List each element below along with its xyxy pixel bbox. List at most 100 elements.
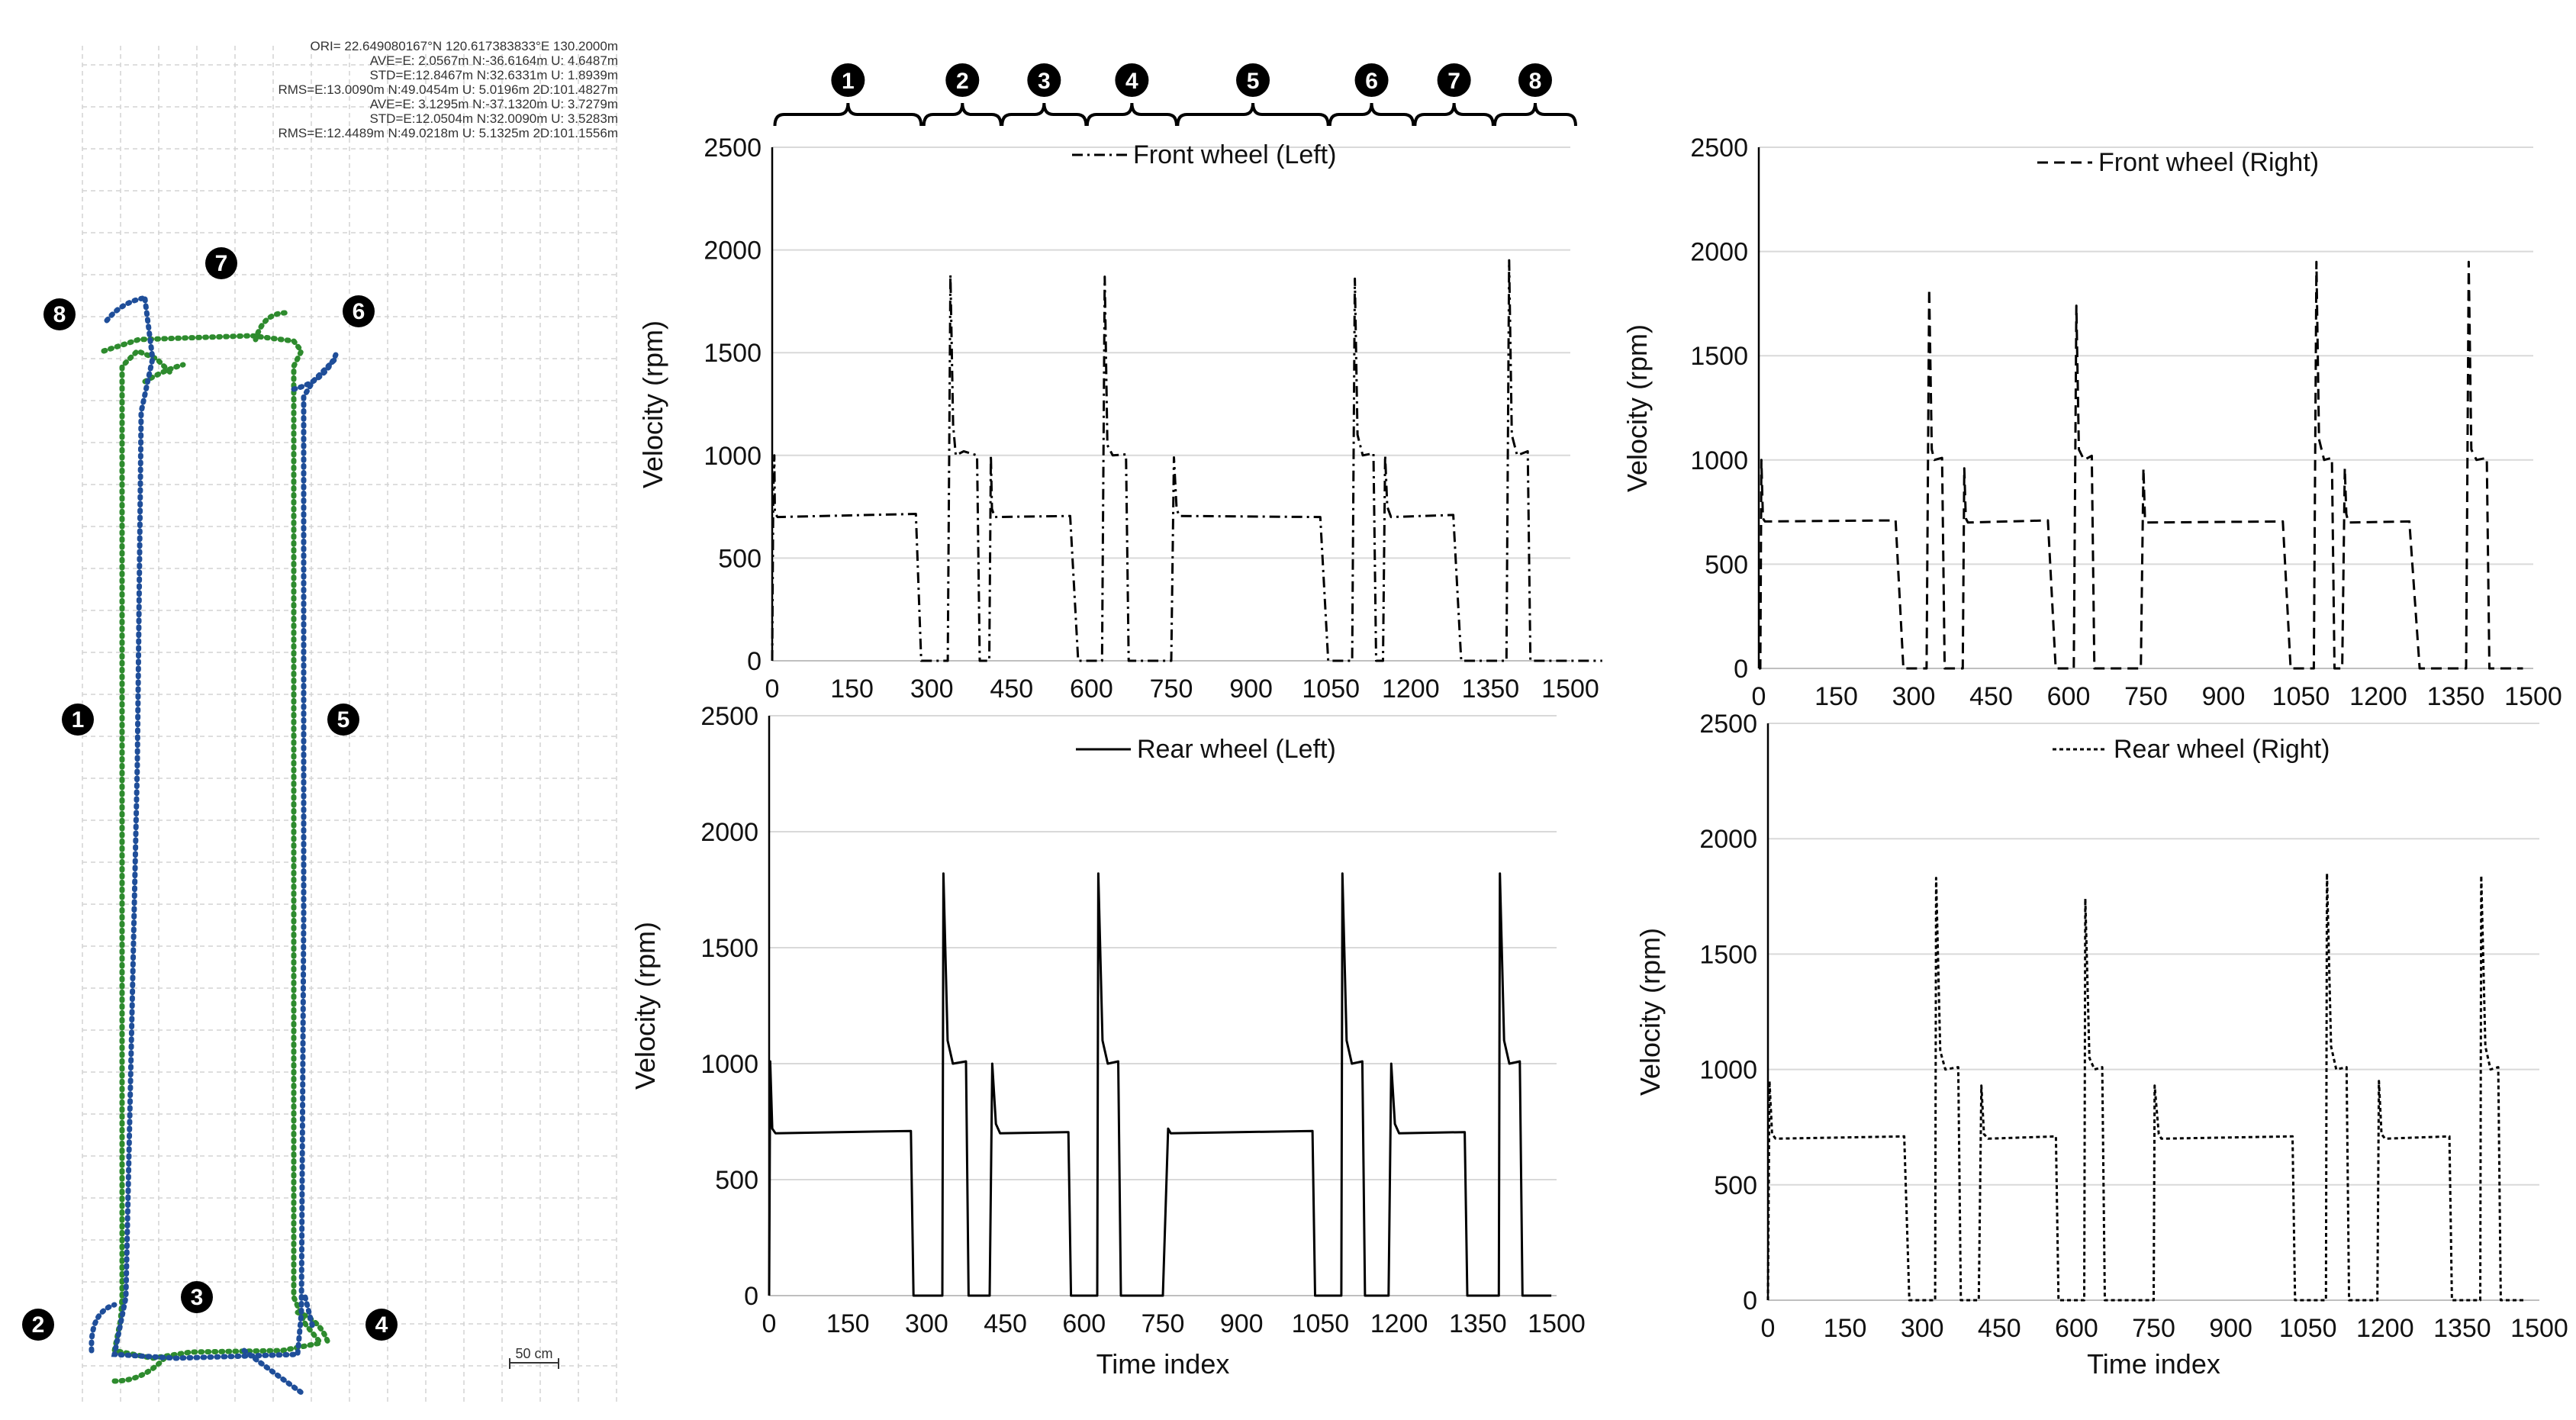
map-marker-7: 7 [205,247,237,279]
y-tick-label: 2000 [704,237,762,266]
y-axis-label: Velocity (rpm) [1621,324,1653,492]
x-tick-label: 750 [2132,1314,2175,1343]
segment-marker-label: 1 [842,69,855,94]
x-tick-label: 1200 [2356,1314,2414,1343]
x-tick-label: 750 [1150,675,1193,704]
legend: Front wheel (Left) [1072,140,1336,169]
map-marker-1: 1 [62,704,94,736]
x-tick-label: 600 [1070,675,1113,704]
segment-marker-label: 6 [1365,69,1378,94]
x-tick-label: 300 [1901,1314,1944,1343]
segment-marker-label: 3 [1038,69,1051,94]
y-tick-label: 500 [1705,550,1748,579]
y-tick-label: 2500 [704,134,762,163]
svg-text:7: 7 [215,251,228,276]
y-tick-label: 1500 [1690,342,1748,371]
track-blue-arc [89,295,339,1396]
stat-line: STD=E:12.0504m N:32.0090m U: 3.5283m [369,111,618,126]
x-tick-label: 1500 [1528,1309,1586,1338]
chart-front-left: 0 500 1000 1500 2000 2500 0 150 300 450 600 750 900 1… [637,134,1602,704]
y-tick-label: 1500 [1699,940,1757,969]
svg-text:2: 2 [32,1312,45,1338]
y-tick-label: 1500 [704,339,762,368]
map-stats: ORI= 22.649080167°N 120.617383833°E 130.… [278,39,618,140]
map-marker-8: 8 [43,298,76,330]
y-tick-label: 2500 [1690,134,1748,163]
map-marker-3: 3 [181,1281,213,1313]
segment-marker-circle [831,63,865,97]
x-tick-label: 900 [2202,682,2246,711]
x-tick-label: 1350 [2433,1314,2491,1343]
chart-front-right: 0 500 1000 1500 2000 2500 0 150 300 450 600 750 900 1… [1621,134,2562,711]
x-tick-label: 1350 [1462,675,1520,704]
track-green [101,333,326,1361]
x-tick-label: 150 [1814,682,1858,711]
x-tick-label: 0 [1761,1314,1776,1343]
series-line [771,259,1602,662]
y-tick-label: 1500 [700,934,758,963]
x-tick-label: 1500 [1541,675,1599,704]
track-green-arc [111,310,331,1384]
segment-marker-circle [1027,63,1061,97]
chart-rear-right: 0 500 1000 1500 2000 2500 0 150 300 450 600 750 900 1… [1634,710,2568,1380]
x-tick-label: 600 [1062,1309,1106,1338]
x-tick-label: 1050 [2272,682,2330,711]
y-tick-label: 1000 [704,442,762,471]
y-axis-label: Velocity (rpm) [1634,928,1666,1096]
x-tick-label: 300 [905,1309,948,1338]
x-tick-label: 750 [1141,1309,1185,1338]
x-tick-label: 150 [826,1309,870,1338]
svg-text:5: 5 [337,707,350,733]
segment-brace [773,102,923,127]
segment-brace [922,102,1003,127]
x-tick-label: 1500 [2504,682,2562,711]
segment-marker-circle [1115,63,1149,97]
map-scale-bar: 50 cm [509,1346,559,1369]
trajectory-map-panel: ORI= 22.649080167°N 120.617383833°E 130.… [22,39,618,1404]
segment-marker-circle [1437,63,1471,97]
x-axis-label: Time index [1096,1348,1230,1380]
svg-text:3: 3 [191,1285,204,1310]
x-tick-label: 600 [2047,682,2091,711]
x-tick-label: 300 [910,675,954,704]
x-tick-label: 450 [1978,1314,2021,1343]
y-tick-label: 0 [747,647,762,676]
y-tick-label: 2000 [1699,825,1757,854]
legend-label: Rear wheel (Right) [2114,735,2330,764]
chart-rear-left: 0 500 1000 1500 2000 2500 0 150 300 450 600 750 900 1… [630,702,1586,1380]
segment-marker-circle [945,63,980,97]
y-tick-label: 0 [1734,655,1748,684]
x-tick-label: 300 [1892,682,1936,711]
legend-label: Front wheel (Left) [1133,140,1336,169]
map-grid [82,46,617,1404]
x-tick-label: 0 [762,1309,777,1338]
segment-brace [1176,102,1330,127]
y-tick-label: 0 [1743,1286,1757,1315]
series-line [1759,260,2523,670]
y-tick-label: 500 [1714,1171,1757,1200]
x-axis-label: Time index [2087,1348,2220,1380]
y-tick-label: 2000 [700,818,758,847]
x-tick-label: 1200 [1382,675,1440,704]
x-tick-label: 900 [1229,675,1273,704]
y-tick-label: 1000 [1690,446,1748,475]
y-axis-label: Velocity (rpm) [637,320,668,488]
x-tick-label: 900 [2209,1314,2252,1343]
segment-marker-circle [1354,63,1389,97]
segment-marker-label: 2 [956,69,969,94]
segment-marker-label: 7 [1447,69,1460,94]
segment-marker-label: 4 [1125,69,1138,94]
scale-label: 50 cm [515,1346,552,1361]
segment-marker-label: 8 [1529,69,1542,94]
map-marker-6: 6 [343,295,375,327]
x-tick-label: 1200 [1370,1309,1428,1338]
stat-line: ORI= 22.649080167°N 120.617383833°E 130.… [310,39,618,53]
stat-line: RMS=E:13.0090m N:49.0454m U: 5.0196m 2D:… [278,82,618,97]
segment-brace [1000,102,1088,127]
segment-brace [1328,102,1415,127]
x-tick-label: 1350 [1449,1309,1507,1338]
legend: Rear wheel (Left) [1076,735,1336,764]
map-marker-2: 2 [22,1309,54,1341]
x-tick-label: 1350 [2427,682,2485,711]
